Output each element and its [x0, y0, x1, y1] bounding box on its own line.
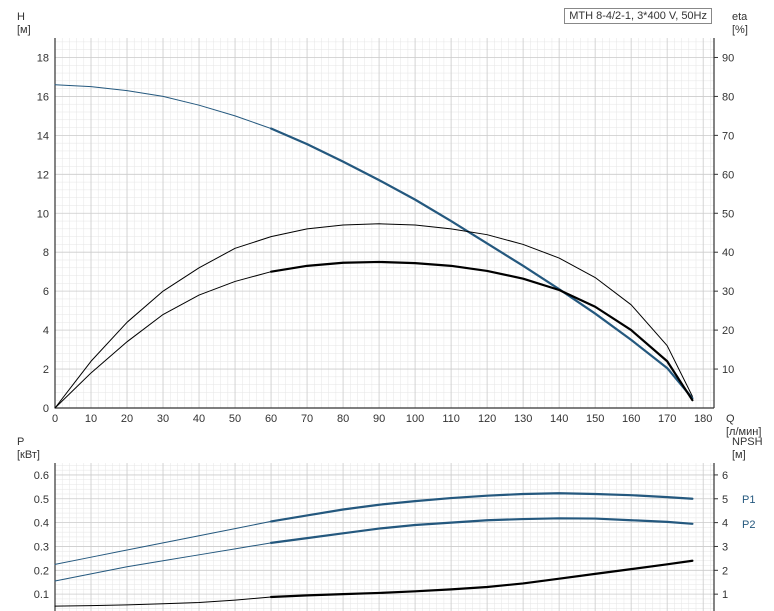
- series-P1-thick: [271, 493, 692, 521]
- svg-text:6: 6: [43, 286, 49, 298]
- svg-text:14: 14: [37, 130, 49, 142]
- y-right-unit: [м]: [732, 449, 746, 461]
- svg-text:130: 130: [514, 413, 532, 425]
- svg-text:10: 10: [85, 413, 97, 425]
- y-right-unit: [%]: [732, 24, 748, 36]
- svg-text:1: 1: [722, 589, 728, 601]
- series-NPSH-thin: [55, 561, 692, 606]
- series-label-P1: P1: [742, 494, 755, 506]
- svg-text:0.6: 0.6: [34, 470, 49, 482]
- svg-text:0: 0: [52, 413, 58, 425]
- svg-text:30: 30: [157, 413, 169, 425]
- y-left-unit: [кВт]: [17, 449, 40, 461]
- y-left-unit: [м]: [17, 24, 31, 36]
- series-label-P2: P2: [742, 519, 755, 531]
- svg-text:10: 10: [722, 364, 734, 376]
- svg-text:0.3: 0.3: [34, 541, 49, 553]
- chart-title: MTH 8-4/2-1, 3*400 V, 50Hz: [564, 8, 712, 24]
- svg-text:40: 40: [193, 413, 205, 425]
- svg-text:50: 50: [229, 413, 241, 425]
- svg-text:18: 18: [37, 52, 49, 64]
- svg-text:70: 70: [722, 130, 734, 142]
- svg-text:140: 140: [550, 413, 568, 425]
- svg-text:16: 16: [37, 91, 49, 103]
- svg-text:20: 20: [121, 413, 133, 425]
- svg-text:0.4: 0.4: [34, 518, 49, 530]
- svg-text:70: 70: [301, 413, 313, 425]
- y-left-label: P: [17, 436, 24, 448]
- svg-text:60: 60: [722, 169, 734, 181]
- svg-text:160: 160: [622, 413, 640, 425]
- svg-text:12: 12: [37, 169, 49, 181]
- svg-text:0.1: 0.1: [34, 589, 49, 601]
- pump-curve-chart: MTH 8-4/2-1, 3*400 V, 50Hz 0246810121416…: [0, 0, 774, 611]
- svg-text:50: 50: [722, 208, 734, 220]
- series-eta2-thick: [271, 262, 692, 400]
- svg-text:110: 110: [442, 413, 460, 425]
- x-axis-label: Q: [726, 413, 735, 425]
- svg-text:4: 4: [43, 325, 49, 337]
- svg-text:3: 3: [722, 541, 728, 553]
- svg-text:180: 180: [694, 413, 712, 425]
- svg-text:90: 90: [722, 52, 734, 64]
- svg-text:170: 170: [658, 413, 676, 425]
- svg-text:40: 40: [722, 247, 734, 259]
- svg-text:5: 5: [722, 494, 728, 506]
- x-axis-unit: [л/мин]: [726, 426, 761, 438]
- svg-text:8: 8: [43, 247, 49, 259]
- svg-text:100: 100: [406, 413, 424, 425]
- svg-text:10: 10: [37, 208, 49, 220]
- svg-text:0.2: 0.2: [34, 565, 49, 577]
- chart-svg: 024681012141618102030405060708090H[м]eta…: [0, 0, 774, 611]
- svg-text:0: 0: [43, 403, 49, 415]
- series-NPSH-thick: [271, 561, 692, 597]
- y-left-label: H: [17, 11, 25, 23]
- svg-text:20: 20: [722, 325, 734, 337]
- y-right-label: eta: [732, 11, 748, 23]
- svg-text:90: 90: [373, 413, 385, 425]
- svg-text:120: 120: [478, 413, 496, 425]
- series-P2-thin: [55, 518, 692, 581]
- svg-text:80: 80: [337, 413, 349, 425]
- svg-text:2: 2: [43, 364, 49, 376]
- svg-text:150: 150: [586, 413, 604, 425]
- series-P2-thick: [271, 518, 692, 543]
- svg-text:80: 80: [722, 91, 734, 103]
- svg-text:60: 60: [265, 413, 277, 425]
- svg-text:30: 30: [722, 286, 734, 298]
- series-head-thin: [55, 85, 692, 399]
- svg-text:0.5: 0.5: [34, 494, 49, 506]
- svg-text:2: 2: [722, 565, 728, 577]
- svg-text:4: 4: [722, 518, 728, 530]
- series-eta2-thin: [55, 262, 692, 408]
- svg-text:6: 6: [722, 470, 728, 482]
